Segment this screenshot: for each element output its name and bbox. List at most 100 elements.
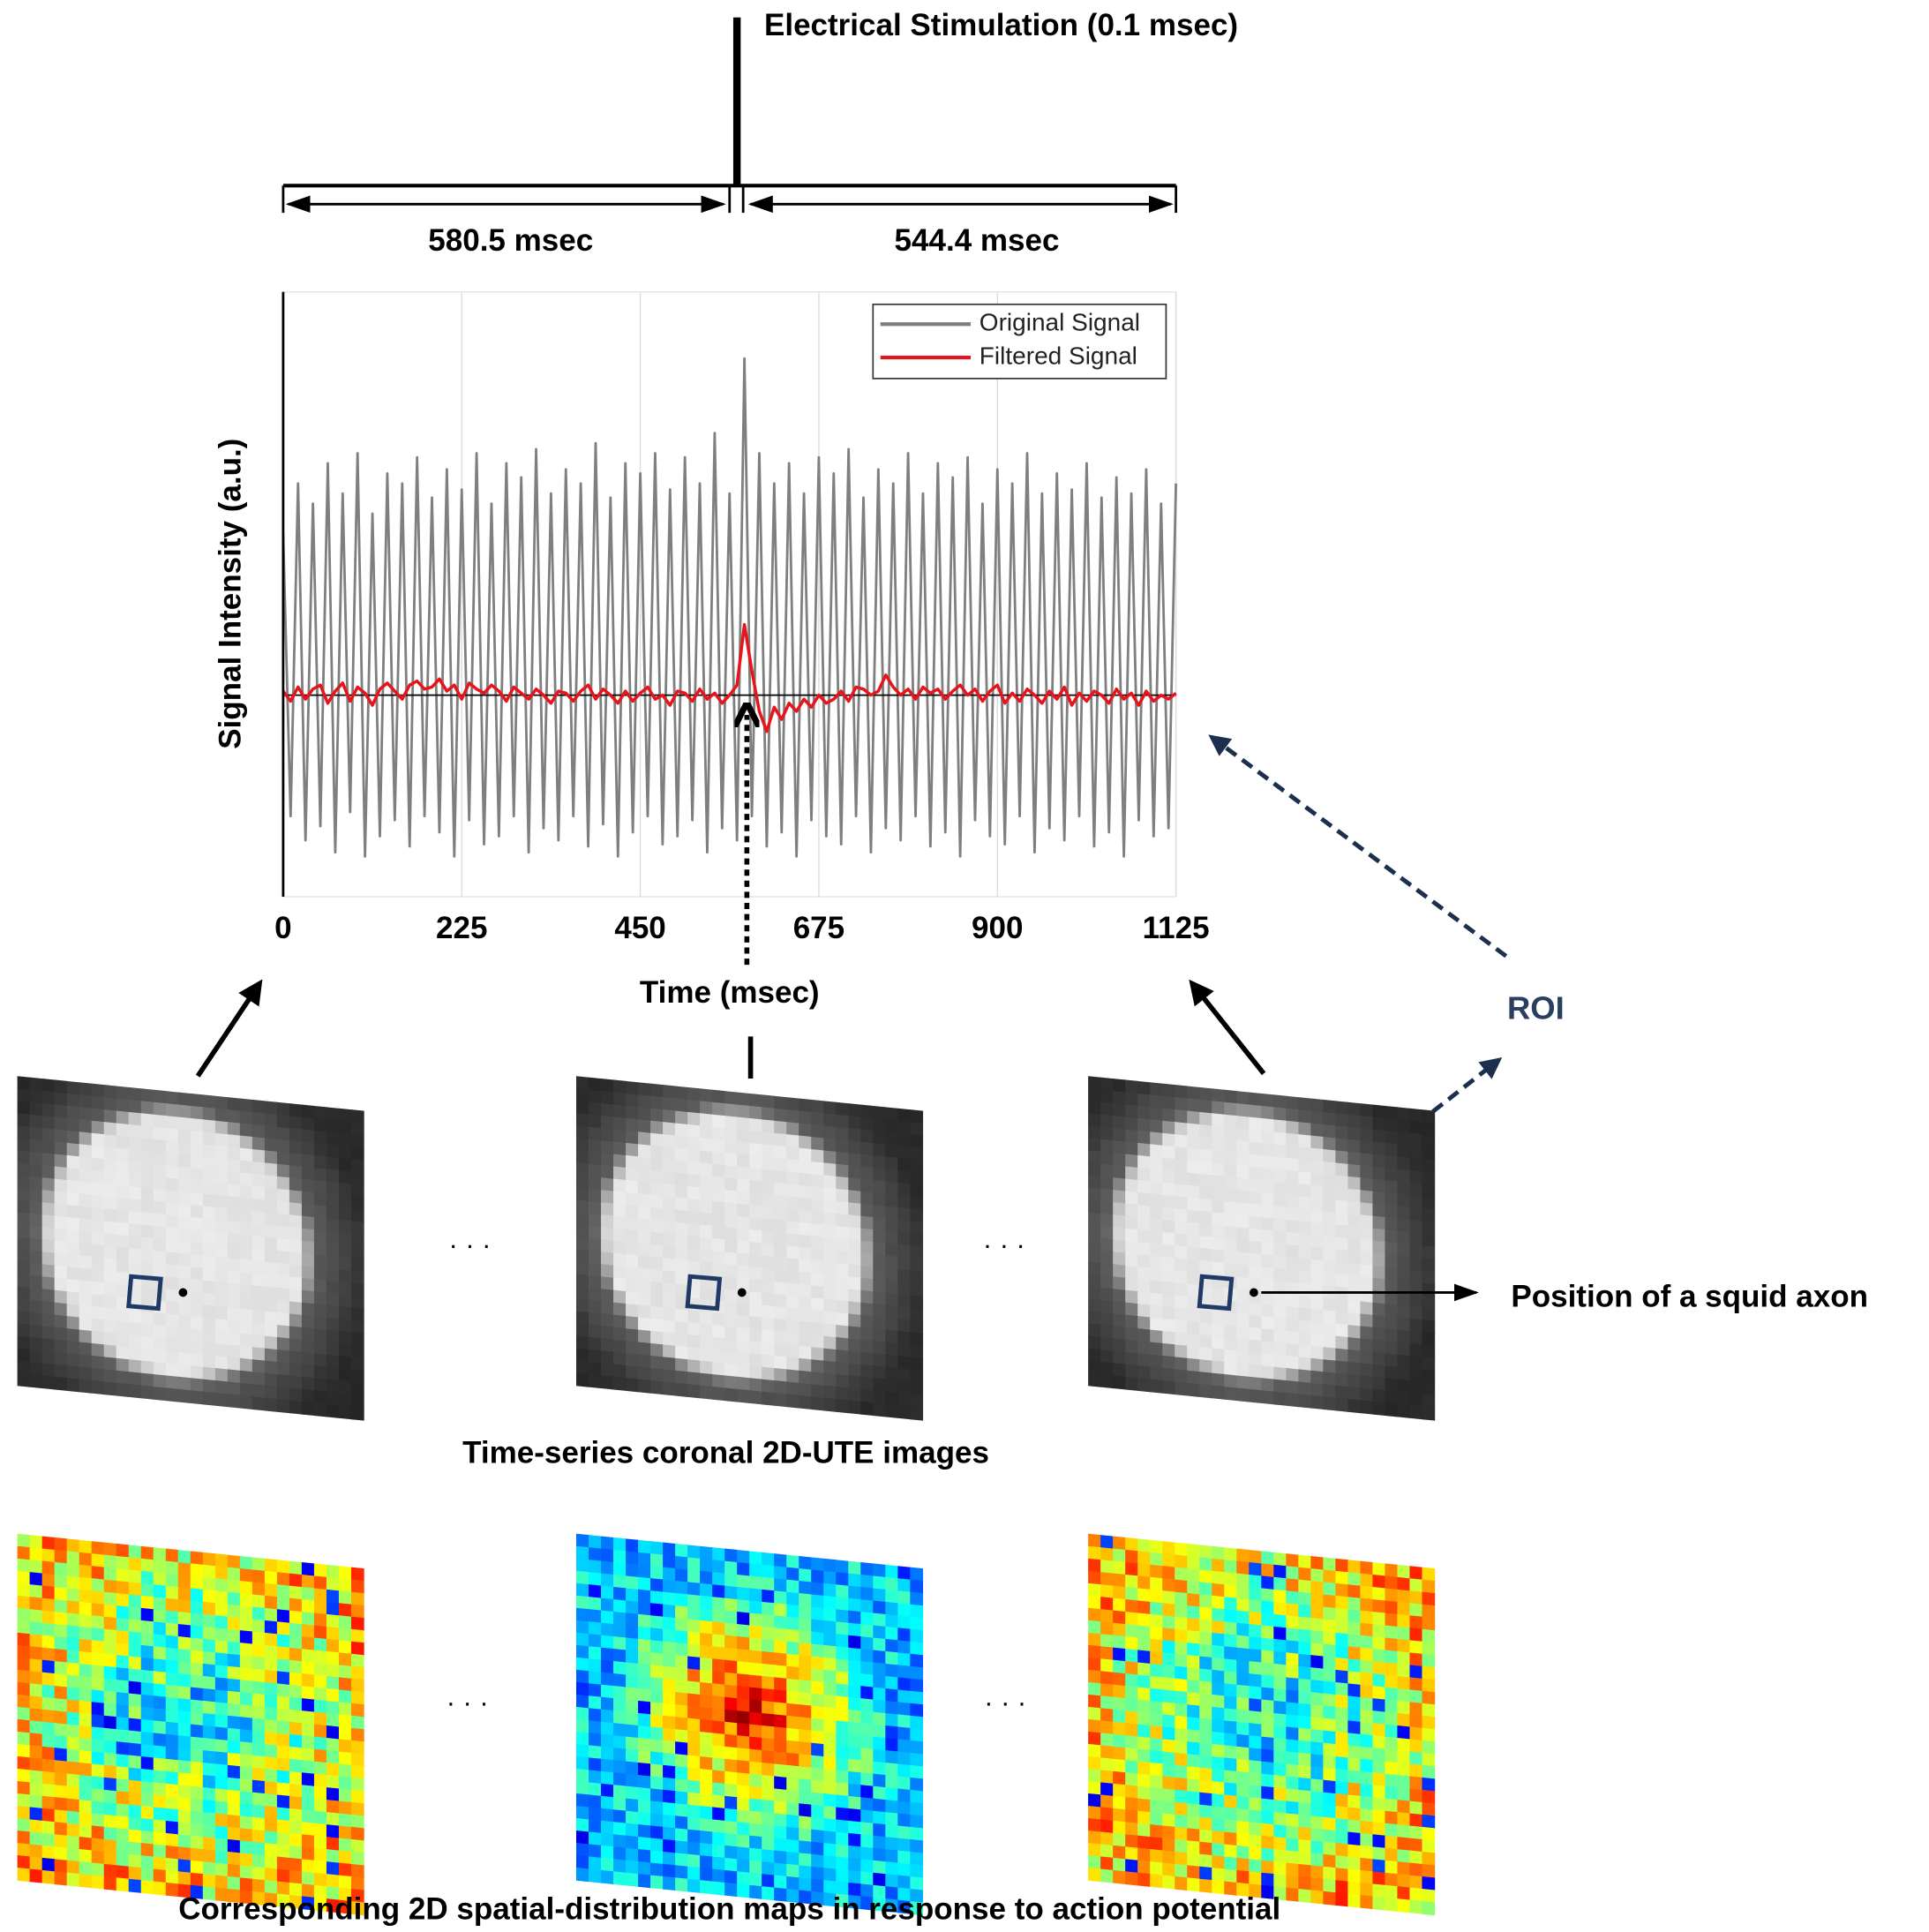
pixel [326, 1650, 340, 1666]
pixel [601, 1128, 614, 1143]
pixel [774, 1628, 787, 1643]
pixel [1347, 1139, 1362, 1154]
pixel [66, 1538, 80, 1553]
pixel [1088, 1335, 1101, 1350]
pixel [613, 1191, 627, 1206]
pixel [103, 1332, 117, 1347]
pixel [190, 1662, 204, 1677]
pixel [724, 1585, 738, 1600]
pixel [774, 1726, 787, 1741]
pixel [1347, 1250, 1362, 1266]
pixel [1323, 1174, 1337, 1189]
pixel [116, 1766, 130, 1781]
pixel [687, 1347, 701, 1362]
pixel [1273, 1849, 1287, 1864]
pixel [338, 1702, 352, 1717]
pixel [140, 1175, 154, 1190]
pixel [140, 1694, 154, 1710]
pixel [762, 1749, 775, 1765]
pixel [313, 1736, 327, 1751]
pixel [251, 1099, 266, 1115]
pixel [762, 1131, 775, 1146]
pixel [17, 1632, 31, 1647]
pixel [737, 1092, 750, 1107]
pixel [313, 1761, 327, 1776]
pixel [675, 1754, 688, 1769]
pixel [613, 1141, 627, 1156]
pixel [1298, 1678, 1312, 1693]
pixel [227, 1134, 241, 1149]
pixel [1372, 1735, 1386, 1750]
pixel [873, 1130, 887, 1146]
pixel [301, 1772, 315, 1787]
pixel [687, 1606, 701, 1621]
pixel [575, 1780, 589, 1796]
pixel [1212, 1261, 1225, 1276]
pixel [700, 1224, 713, 1239]
pixel [1298, 1567, 1312, 1582]
pixel [128, 1594, 142, 1609]
pixel [214, 1578, 229, 1593]
pixel [675, 1580, 688, 1596]
pixel [91, 1108, 105, 1123]
pixel [823, 1360, 837, 1375]
pixel [1162, 1875, 1175, 1890]
pixel [1360, 1363, 1374, 1378]
pixel [1397, 1750, 1411, 1765]
pixel [128, 1248, 142, 1263]
pixel [1298, 1777, 1312, 1793]
pixel [873, 1823, 887, 1838]
pixel [675, 1308, 688, 1323]
pixel [848, 1597, 861, 1613]
pixel [79, 1243, 93, 1258]
pixel [1224, 1101, 1237, 1116]
pixel [575, 1868, 589, 1883]
pixel [301, 1612, 315, 1627]
pixel [1298, 1171, 1312, 1186]
pixel [54, 1859, 68, 1874]
pixel [575, 1582, 589, 1597]
pixel [301, 1215, 315, 1230]
pixel [79, 1267, 93, 1282]
pixel [1137, 1130, 1151, 1146]
pixel [140, 1113, 154, 1128]
pixel [264, 1224, 278, 1239]
pixel [663, 1270, 676, 1285]
pixel [724, 1252, 738, 1267]
pixel [251, 1569, 266, 1584]
pixel [338, 1356, 352, 1371]
pixel [313, 1563, 327, 1578]
pixel [1385, 1267, 1399, 1282]
pixel [1199, 1124, 1212, 1139]
pixel [190, 1613, 204, 1628]
pixel [140, 1570, 154, 1585]
pixel [873, 1180, 887, 1195]
pixel [1249, 1797, 1263, 1812]
pixel [276, 1893, 290, 1908]
pixel [1335, 1261, 1349, 1276]
pixel [1137, 1316, 1151, 1331]
pixel [79, 1576, 93, 1591]
pixel [1310, 1791, 1325, 1806]
pixel [799, 1630, 812, 1645]
pixel [1249, 1364, 1263, 1379]
pixel [1298, 1097, 1312, 1112]
pixel [885, 1366, 899, 1381]
pixel [239, 1110, 253, 1125]
pixel [575, 1768, 589, 1784]
pixel [1150, 1255, 1163, 1270]
pixel [116, 1729, 130, 1744]
pixel [663, 1319, 676, 1334]
pixel [712, 1547, 725, 1562]
pixel [1249, 1661, 1263, 1676]
pixel [103, 1789, 117, 1804]
pixel [66, 1711, 80, 1726]
pixel [836, 1399, 849, 1414]
pixel [301, 1302, 315, 1317]
pixel [1150, 1650, 1163, 1666]
pixel [313, 1130, 327, 1146]
pixel [1187, 1865, 1200, 1880]
pixel [1372, 1587, 1386, 1602]
pixel [1088, 1607, 1101, 1622]
pixel [897, 1145, 912, 1161]
